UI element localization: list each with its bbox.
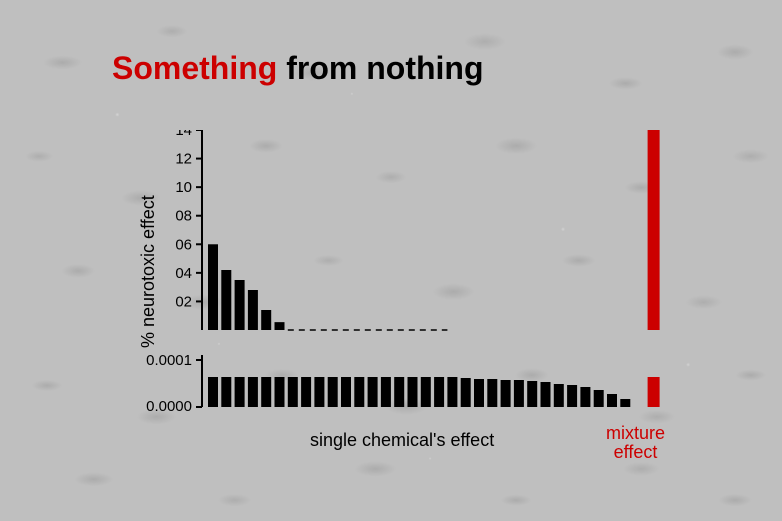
title-red-text: Something <box>112 50 277 86</box>
chart-area: % neurotoxic effect 02 04 06 08 10 12 14 0.0001… <box>130 130 690 460</box>
svg-text:08: 08 <box>175 208 192 225</box>
svg-text:04: 04 <box>175 265 192 282</box>
chart-svg: 02 04 06 08 10 12 14 0.0001 0.0000 <box>130 130 690 460</box>
svg-text:0.0000: 0.0000 <box>146 398 192 415</box>
svg-text:10: 10 <box>175 179 192 196</box>
svg-text:12: 12 <box>175 151 192 168</box>
x-axis-label-mixture: mixture effect <box>606 424 665 462</box>
title-black-text: from nothing <box>277 50 483 86</box>
svg-text:02: 02 <box>175 293 192 310</box>
svg-text:0.0001: 0.0001 <box>146 352 192 369</box>
y-axis-label: % neurotoxic effect <box>138 195 159 348</box>
figure-title: Something from nothing <box>112 50 484 87</box>
svg-text:14: 14 <box>175 130 192 139</box>
svg-text:06: 06 <box>175 236 192 253</box>
x-axis-label-single: single chemical's effect <box>310 430 494 451</box>
figure-stage: Something from nothing % neurotoxic effe… <box>0 0 782 521</box>
